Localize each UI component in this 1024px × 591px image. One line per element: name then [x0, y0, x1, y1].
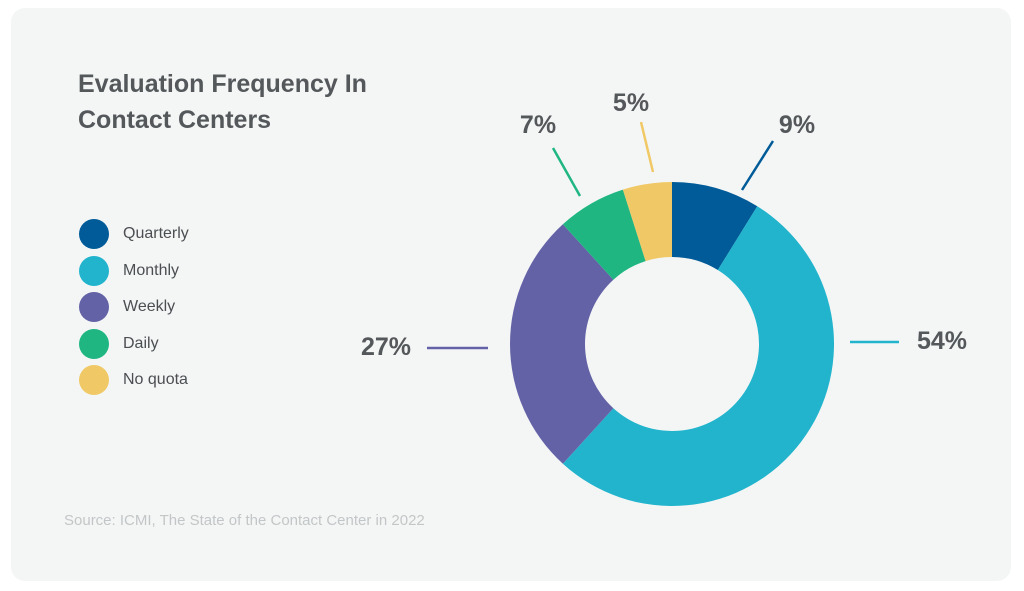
data-label-monthly: 54%	[917, 327, 967, 355]
donut-slice-monthly	[562, 206, 835, 507]
legend-swatch-no-quota	[79, 365, 109, 396]
legend-label-monthly: Monthly	[123, 261, 180, 279]
legend-label-weekly: Weekly	[123, 298, 176, 316]
legend-item-weekly: Weekly	[79, 289, 189, 326]
donut-slice-quarterly	[672, 182, 758, 271]
chart-card	[11, 8, 1011, 581]
leader-line-quarterly	[740, 140, 775, 191]
data-label-daily: 7%	[520, 111, 556, 139]
data-label-weekly: 27%	[361, 333, 411, 361]
donut-slice-no-quota	[622, 182, 672, 262]
chart-title-line-1: Evaluation Frequency In	[78, 70, 367, 98]
legend-swatch-monthly	[79, 255, 109, 286]
legend-swatch-daily	[79, 328, 109, 359]
donut-slice-daily	[562, 189, 646, 280]
legend-label-no-quota: No quota	[123, 371, 188, 389]
legend-label-daily: Daily	[123, 334, 159, 352]
chart-title-line-2: Contact Centers	[78, 106, 272, 134]
leader-line-no-quota	[639, 121, 655, 173]
data-label-quarterly: 9%	[779, 111, 815, 139]
legend-item-quarterly: Quarterly	[79, 216, 189, 253]
legend-item-daily: Daily	[79, 326, 189, 363]
legend-swatch-quarterly	[79, 219, 109, 250]
legend-swatch-weekly	[79, 292, 109, 323]
leader-line-daily	[551, 147, 582, 197]
chart-title: Evaluation Frequency In Contact Centers	[78, 66, 438, 138]
donut-slice-weekly	[509, 224, 614, 464]
legend-label-quarterly: Quarterly	[123, 225, 189, 243]
legend-item-monthly: Monthly	[79, 253, 189, 290]
source-note: Source: ICMI, The State of the Contact C…	[64, 512, 425, 529]
chart-legend: Quarterly Monthly Weekly Daily No quota	[79, 216, 189, 399]
data-label-no-quota: 5%	[613, 89, 649, 117]
legend-item-no-quota: No quota	[79, 362, 189, 399]
